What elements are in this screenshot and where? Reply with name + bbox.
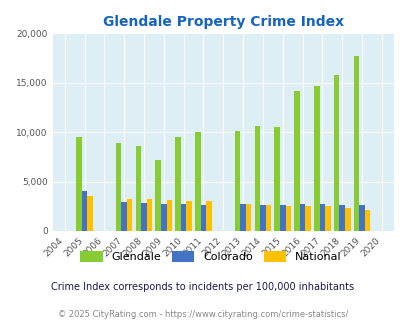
- Bar: [240, 204, 245, 231]
- Legend: Glendale, Colorado, National: Glendale, Colorado, National: [76, 247, 345, 266]
- Bar: [146, 199, 152, 231]
- Bar: [285, 206, 290, 231]
- Bar: [319, 204, 324, 231]
- Bar: [339, 205, 344, 231]
- Bar: [305, 206, 310, 231]
- Bar: [76, 137, 81, 231]
- Bar: [279, 205, 285, 231]
- Bar: [115, 143, 121, 231]
- Bar: [358, 205, 364, 231]
- Bar: [161, 204, 166, 231]
- Bar: [245, 204, 251, 231]
- Bar: [200, 205, 206, 231]
- Bar: [324, 206, 330, 231]
- Bar: [135, 146, 141, 231]
- Bar: [141, 203, 146, 231]
- Bar: [195, 132, 200, 231]
- Bar: [294, 91, 299, 231]
- Bar: [166, 200, 172, 231]
- Bar: [265, 205, 271, 231]
- Bar: [121, 202, 127, 231]
- Bar: [333, 75, 339, 231]
- Bar: [260, 205, 265, 231]
- Bar: [127, 199, 132, 231]
- Bar: [186, 201, 192, 231]
- Bar: [364, 210, 369, 231]
- Bar: [234, 131, 240, 231]
- Title: Glendale Property Crime Index: Glendale Property Crime Index: [102, 15, 343, 29]
- Bar: [313, 86, 319, 231]
- Text: © 2025 CityRating.com - https://www.cityrating.com/crime-statistics/: © 2025 CityRating.com - https://www.city…: [58, 310, 347, 319]
- Bar: [175, 137, 180, 231]
- Bar: [344, 208, 350, 231]
- Bar: [155, 160, 161, 231]
- Bar: [81, 191, 87, 231]
- Bar: [254, 126, 260, 231]
- Bar: [87, 196, 93, 231]
- Bar: [353, 56, 358, 231]
- Bar: [274, 127, 279, 231]
- Bar: [180, 204, 186, 231]
- Text: Crime Index corresponds to incidents per 100,000 inhabitants: Crime Index corresponds to incidents per…: [51, 282, 354, 292]
- Bar: [206, 201, 211, 231]
- Bar: [299, 204, 305, 231]
